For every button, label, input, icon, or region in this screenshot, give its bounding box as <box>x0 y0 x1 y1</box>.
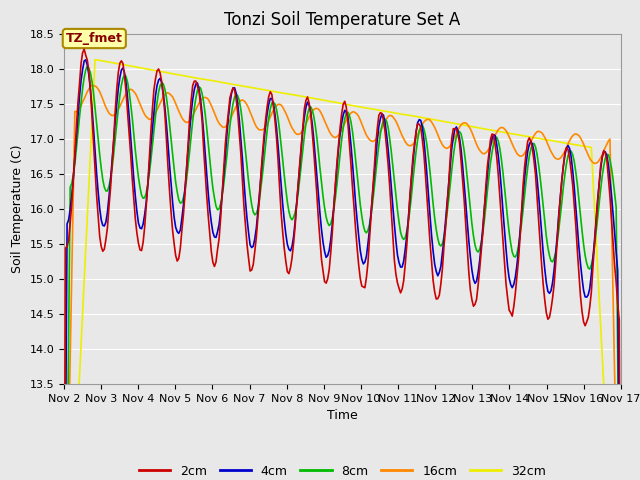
Legend: 2cm, 4cm, 8cm, 16cm, 32cm: 2cm, 4cm, 8cm, 16cm, 32cm <box>134 460 551 480</box>
Y-axis label: Soil Temperature (C): Soil Temperature (C) <box>11 144 24 273</box>
Text: TZ_fmet: TZ_fmet <box>66 32 123 45</box>
X-axis label: Time: Time <box>327 409 358 422</box>
Title: Tonzi Soil Temperature Set A: Tonzi Soil Temperature Set A <box>224 11 461 29</box>
